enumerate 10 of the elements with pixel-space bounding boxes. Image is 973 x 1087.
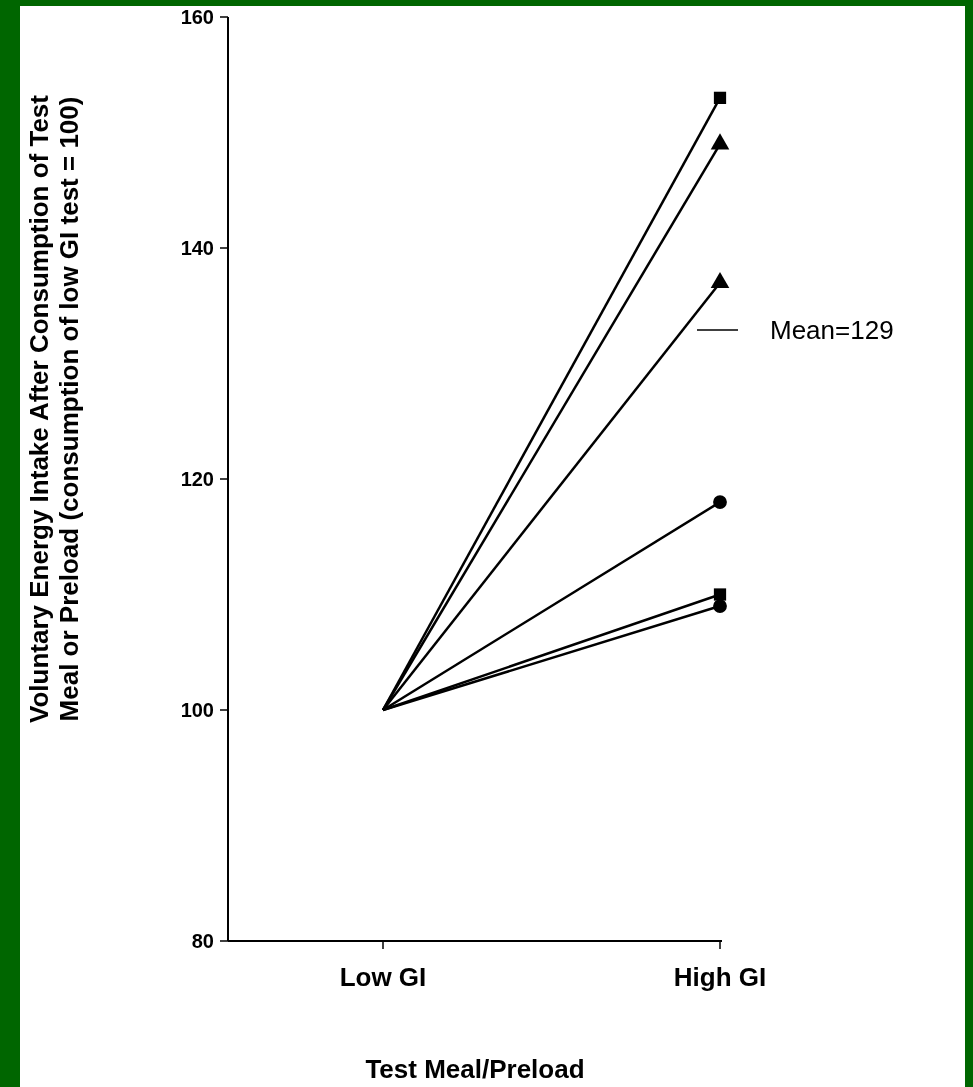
y-axis-title: Voluntary Energy Intake After Consumption of Test Meal or Preload (consumption of low GI test = 100) [24, 94, 84, 723]
y-tick-label: 80 [191, 930, 214, 952]
x-axis-title: Test Meal/Preload [365, 1054, 585, 1084]
x-tick-label: Low GI [339, 962, 427, 992]
y-tick-label: 140 [180, 237, 214, 259]
y-tick-label: 160 [180, 6, 214, 28]
y-tick-label: 120 [180, 468, 214, 490]
y-tick-label: 100 [180, 699, 214, 721]
x-tick-label: High GI [673, 962, 767, 992]
text: Mean=129 [770, 315, 894, 346]
